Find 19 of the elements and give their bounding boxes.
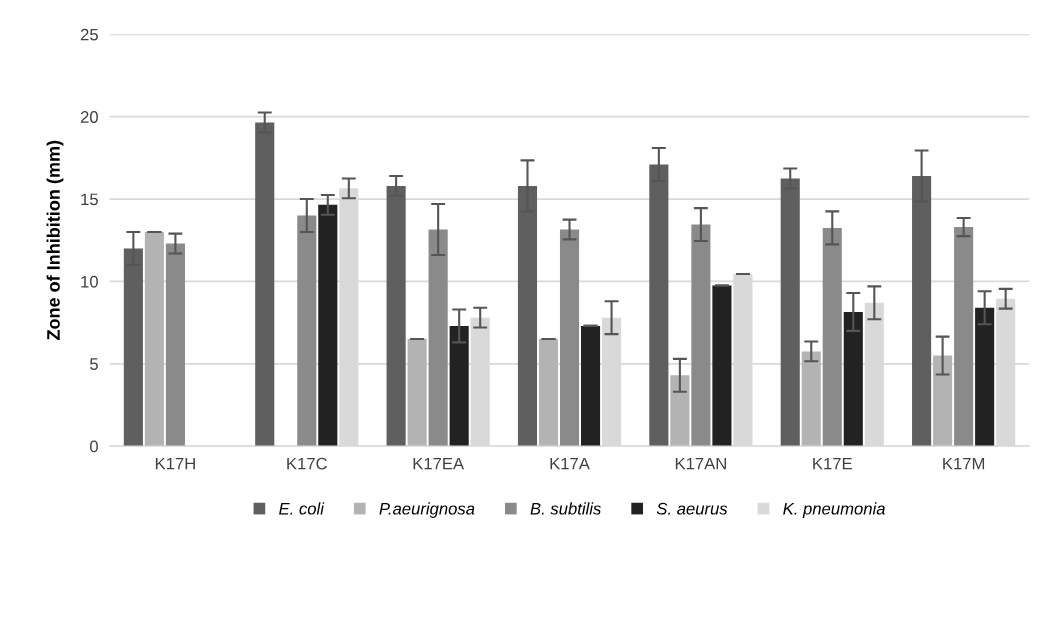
x-tick-label: K17EA	[413, 457, 465, 470]
x-tick-label: K17AN	[675, 457, 726, 470]
legend-label: S. aeurus	[656, 502, 728, 515]
x-tick-label: K17E	[813, 457, 852, 470]
y-tick-label: 0	[90, 440, 98, 453]
legend-label: B. subtilis	[530, 502, 601, 515]
legend-label: P.aeurignosa	[379, 502, 475, 518]
y-tick-label: 15	[81, 193, 98, 206]
legend-label: E. coli	[279, 502, 325, 515]
x-tick-label: K17A	[550, 457, 590, 470]
x-tick-label: K17H	[155, 457, 195, 470]
y-tick-label: 5	[90, 358, 98, 370]
legend-label: K. pneumonia	[783, 502, 885, 518]
y-tick-label: 25	[80, 28, 98, 41]
x-tick-label: K17M	[943, 457, 985, 470]
y-tick-label: 10	[81, 275, 98, 288]
x-tick-label: K17C	[287, 457, 327, 470]
y-axis-title: Zone of Inhibition (mm)	[46, 140, 64, 340]
y-tick-label: 20	[80, 111, 98, 123]
